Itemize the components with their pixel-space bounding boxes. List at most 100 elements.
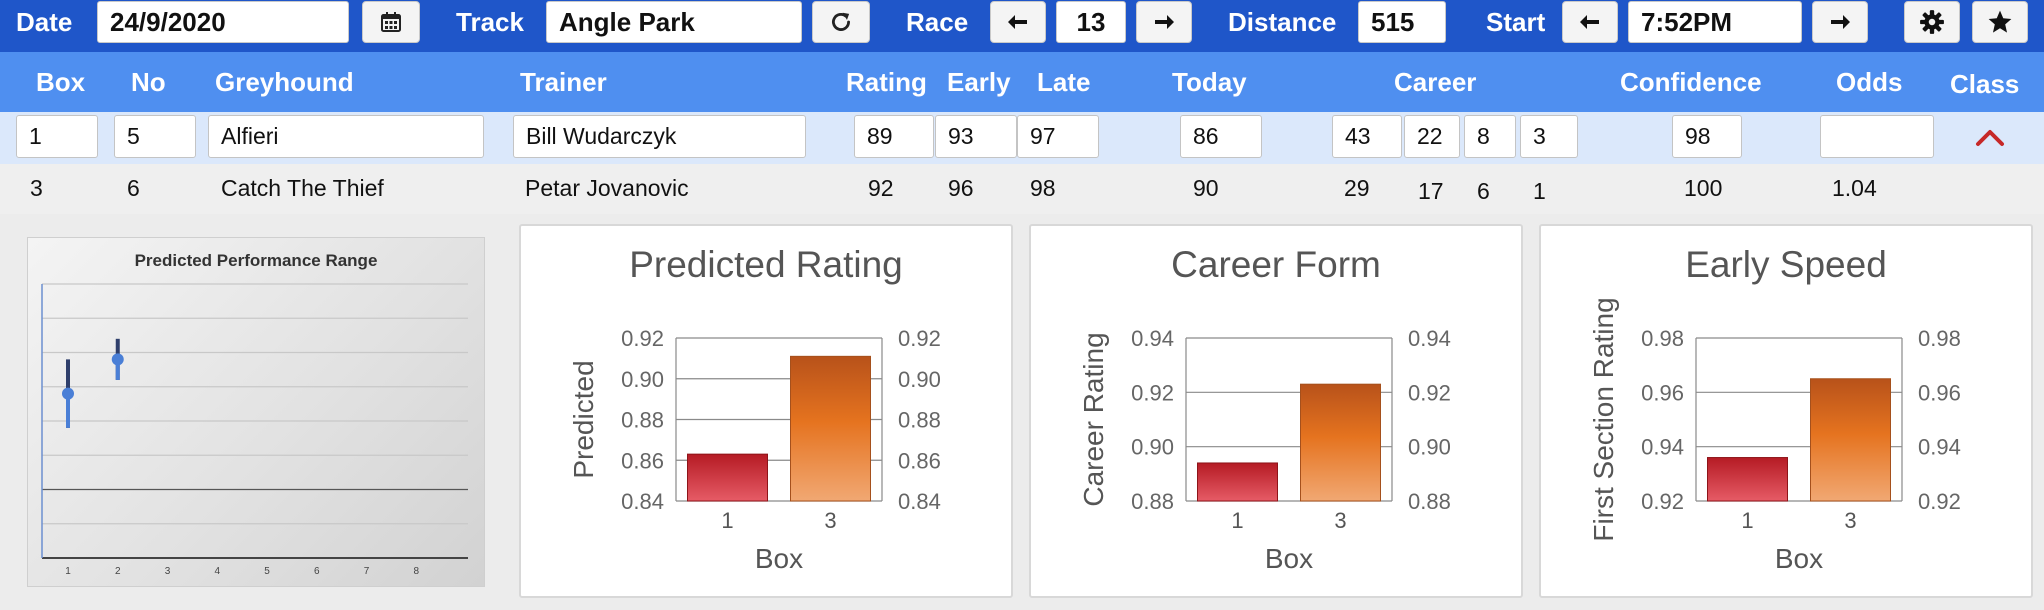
- table-header: Box No Greyhound Trainer Rating Early La…: [0, 52, 2044, 112]
- career-starts-input[interactable]: 43: [1332, 115, 1402, 158]
- race-next-button[interactable]: [1136, 1, 1192, 43]
- trainer-input[interactable]: Bill Wudarczyk: [513, 115, 806, 158]
- y-tick-label: 0.92: [1641, 489, 1684, 514]
- start-next-button[interactable]: [1812, 1, 1868, 43]
- header-odds[interactable]: Odds: [1836, 67, 1903, 97]
- header-class[interactable]: Class: [1950, 69, 2020, 99]
- x-tick-label: 1: [1231, 508, 1243, 533]
- career-starts-cell: 29: [1344, 175, 1370, 201]
- start-input[interactable]: 7:52PM: [1628, 1, 1802, 43]
- chart-title: Predicted Performance Range: [134, 251, 378, 270]
- start-label: Start: [1486, 7, 1546, 37]
- today-cell: 90: [1193, 175, 1219, 201]
- x-tick-label: 6: [314, 566, 320, 577]
- range-point: [111, 353, 124, 366]
- y2-tick-label: 0.92: [1408, 380, 1451, 405]
- chart-title: Career Form: [1171, 244, 1381, 285]
- y2-tick-label: 0.98: [1918, 326, 1961, 351]
- header-early[interactable]: Early: [947, 67, 1011, 97]
- performance-range-chart: Predicted Performance Range 1 2 3 4 5 6 7 8: [27, 237, 485, 587]
- x-tick-label: 3: [1334, 508, 1346, 533]
- y2-tick-label: 0.92: [898, 326, 941, 351]
- x-tick-label: 3: [824, 508, 836, 533]
- header-trainer[interactable]: Trainer: [520, 67, 607, 97]
- track-input[interactable]: Angle Park: [546, 1, 802, 43]
- chart-title: Predicted Rating: [629, 244, 903, 285]
- bar[interactable]: [790, 355, 871, 502]
- confidence-input[interactable]: 98: [1672, 115, 1742, 158]
- arrow-right-icon: [1152, 10, 1176, 34]
- no-input[interactable]: 5: [114, 115, 196, 158]
- arrow-left-icon: [1578, 10, 1602, 34]
- refresh-button[interactable]: [812, 1, 870, 43]
- odds-cell: 1.04: [1832, 175, 1877, 201]
- early-speed-chart: Early Speed 0.92 0.92 0.94 0.94 0.96 0.96 0.98…: [1539, 224, 2033, 598]
- x-tick-label: 3: [165, 566, 171, 577]
- today-input[interactable]: 86: [1180, 115, 1262, 158]
- bar[interactable]: [1300, 383, 1381, 502]
- career-third-cell: 1: [1533, 178, 1546, 204]
- start-prev-button[interactable]: [1562, 1, 1618, 43]
- no-cell: 6: [127, 175, 140, 201]
- race-prev-button[interactable]: [990, 1, 1046, 43]
- date-input[interactable]: 24/9/2020: [97, 1, 349, 43]
- race-label: Race: [906, 7, 969, 37]
- table-row-selected[interactable]: 1 5 Alfieri Bill Wudarczyk 89 93 97 86 4…: [0, 112, 2044, 164]
- x-axis-label: Box: [1265, 543, 1313, 574]
- refresh-icon: [828, 9, 854, 35]
- settings-button[interactable]: [1904, 1, 1960, 43]
- y2-tick-label: 0.94: [1408, 326, 1451, 351]
- x-tick-label: 3: [1844, 508, 1856, 533]
- chevron-up-icon[interactable]: [1974, 127, 2006, 152]
- trainer-cell: Petar Jovanovic: [525, 175, 689, 201]
- calendar-button[interactable]: [362, 1, 420, 43]
- race-input[interactable]: 13: [1056, 1, 1126, 43]
- greyhound-input[interactable]: Alfieri: [208, 115, 484, 158]
- greyhound-cell[interactable]: Catch The Thief: [221, 175, 384, 201]
- y2-tick-label: 0.96: [1918, 380, 1961, 405]
- y2-tick-label: 0.90: [898, 367, 941, 392]
- date-label: Date: [16, 7, 73, 37]
- header-no[interactable]: No: [131, 67, 166, 97]
- distance-input[interactable]: 515: [1358, 1, 1446, 43]
- y-tick-label: 0.88: [1131, 489, 1174, 514]
- career-first-input[interactable]: 22: [1404, 115, 1460, 158]
- header-career[interactable]: Career: [1394, 67, 1477, 97]
- table-row[interactable]: 3 6 Catch The Thief Petar Jovanovic 92 9…: [0, 164, 2044, 214]
- late-input[interactable]: 97: [1017, 115, 1099, 158]
- early-speed-plot: 0.92 0.92 0.94 0.94 0.96 0.96 0.98 0.98 1 3 Box Fir…: [1588, 297, 1961, 574]
- y2-tick-label: 0.88: [898, 408, 941, 433]
- header-rating[interactable]: Rating: [846, 67, 927, 97]
- header-greyhound[interactable]: Greyhound: [215, 67, 354, 97]
- header-box[interactable]: Box: [36, 67, 86, 97]
- y-tick-label: 0.94: [1131, 326, 1174, 351]
- predicted-rating-chart: Predicted Rating 0.84 0.84 0.86 0.86 0.88 0.8…: [519, 224, 1013, 598]
- late-cell: 98: [1030, 175, 1056, 201]
- y-axis-label: Predicted: [568, 360, 599, 478]
- chart-title: Early Speed: [1685, 244, 1887, 285]
- early-input[interactable]: 93: [935, 115, 1017, 158]
- bar[interactable]: [1810, 378, 1891, 502]
- box-input[interactable]: 1: [16, 115, 98, 158]
- career-form-chart: Career Form 0.88 0.88 0.90 0.90 0.92 0.92 0.94…: [1029, 224, 1523, 598]
- odds-input[interactable]: [1820, 115, 1934, 158]
- header-today[interactable]: Today: [1172, 67, 1247, 97]
- header-confidence[interactable]: Confidence: [1620, 67, 1762, 97]
- career-second-cell: 6: [1477, 178, 1490, 204]
- performance-range-plot: 1 2 3 4 5 6 7 8: [41, 283, 468, 577]
- y2-tick-label: 0.94: [1918, 435, 1961, 460]
- bar[interactable]: [687, 453, 768, 502]
- career-third-input[interactable]: 3: [1520, 115, 1578, 158]
- bar[interactable]: [1707, 457, 1788, 502]
- early-cell: 96: [948, 175, 974, 201]
- y-tick-label: 0.90: [1131, 435, 1174, 460]
- y-tick-label: 0.92: [1131, 380, 1174, 405]
- career-second-input[interactable]: 8: [1464, 115, 1516, 158]
- confidence-cell: 100: [1684, 175, 1723, 201]
- y2-tick-label: 0.88: [1408, 489, 1451, 514]
- rating-input[interactable]: 89: [854, 115, 934, 158]
- bar[interactable]: [1197, 462, 1278, 502]
- favorite-button[interactable]: [1972, 1, 2028, 43]
- y2-tick-label: 0.90: [1408, 435, 1451, 460]
- header-late[interactable]: Late: [1037, 67, 1091, 97]
